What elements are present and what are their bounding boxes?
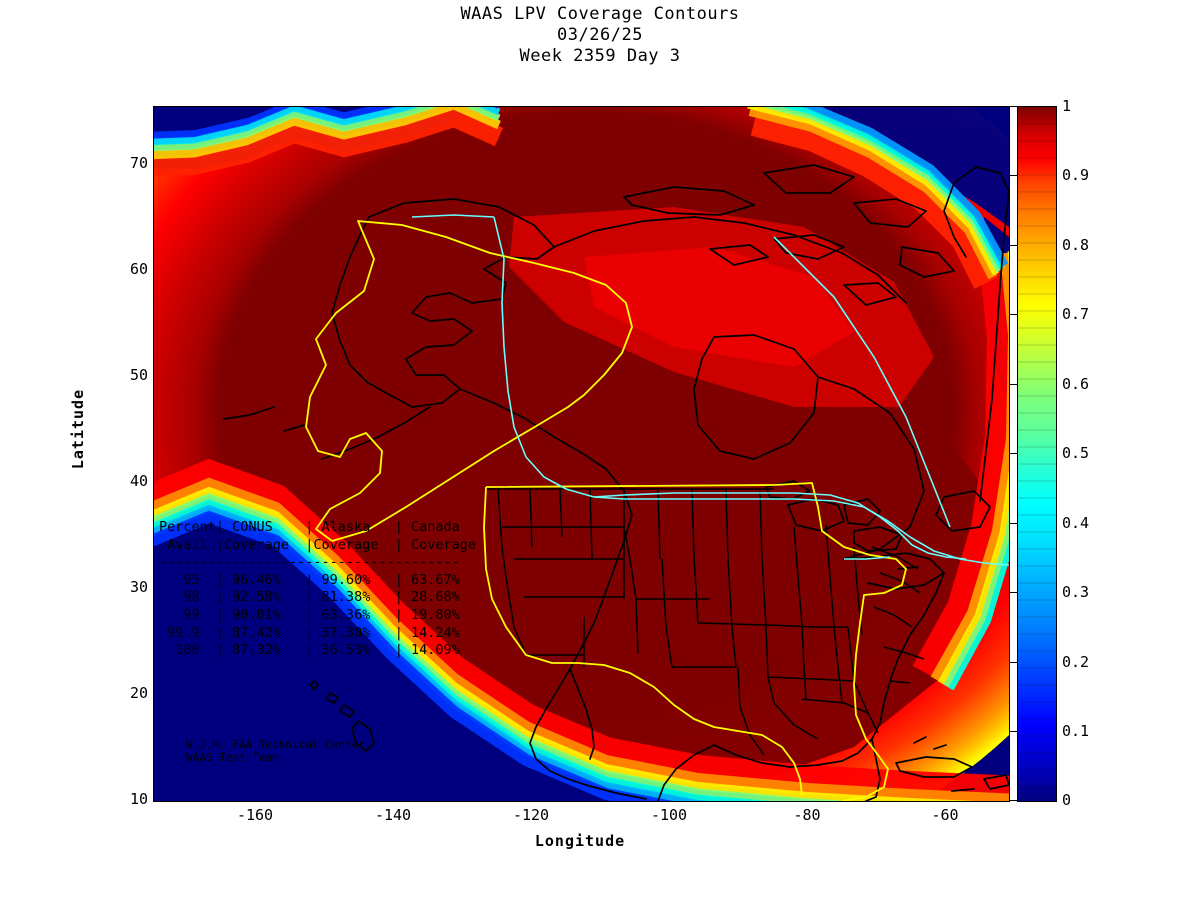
chart-date: 03/26/25 (557, 25, 643, 45)
y-tick-label-50: 50 (129, 366, 148, 384)
x-tick-label-m120: -120 (512, 806, 550, 824)
colorbar-gradient (1018, 107, 1056, 801)
stats-divider: ------------------------------------- (159, 554, 460, 571)
colorbar-tick-0.1: 0.1 (1062, 722, 1090, 740)
credit-line-2: WAAS Test Team (186, 751, 279, 764)
stats-header-row-1: Percent| CONUS | Alaska | Canada (159, 519, 460, 535)
x-axis-title: Longitude (534, 832, 626, 850)
map-plot-area: Percent| CONUS | Alaska | Canada Avail.|… (153, 106, 1010, 802)
colorbar-tick-0.5: 0.5 (1062, 444, 1090, 462)
y-tick-label-20: 20 (129, 684, 148, 702)
coastline-layer (223, 164, 1009, 801)
chart-week-day: Week 2359 Day 3 (519, 46, 681, 66)
x-tick-label-m160: -160 (236, 806, 274, 824)
stats-header-row-2: Avail.|Coverage |Coverage | Coverage (159, 536, 476, 553)
y-tick-label-60: 60 (129, 260, 148, 278)
credit-block: W.J.H. FAA Technical Center WAAS Test Te… (186, 738, 365, 764)
colorbar-tick-0.4: 0.4 (1062, 514, 1090, 532)
us-state-borders-layer (486, 488, 925, 756)
x-tick-label-m100: -100 (650, 806, 688, 824)
coverage-stats-table: Percent| CONUS | Alaska | Canada Avail.|… (159, 519, 476, 660)
credit-line-1: W.J.H. FAA Technical Center (186, 738, 365, 751)
colorbar-tick-0.3: 0.3 (1062, 583, 1090, 601)
colorbar-tick-0.9: 0.9 (1062, 166, 1090, 184)
y-tick-label-40: 40 (129, 472, 148, 490)
table-row: 99 | 90.01% | 63.36% | 19.80% (159, 606, 460, 623)
x-tick-label-m140: -140 (374, 806, 412, 824)
table-row: 95 | 96.46% | 99.60% | 63.67% (159, 571, 460, 588)
colorbar (1017, 106, 1057, 802)
y-tick-label-10: 10 (129, 790, 148, 808)
colorbar-tick-0.7: 0.7 (1062, 305, 1090, 323)
table-row: 99.9 | 87.42% | 37.30% | 14.24% (159, 624, 460, 641)
colorbar-tick-0.8: 0.8 (1062, 236, 1090, 254)
table-row: 98 | 92.58% | 81.38% | 28.68% (159, 589, 460, 606)
colorbar-tick-0.6: 0.6 (1062, 375, 1090, 393)
chart-title-block: WAAS LPV Coverage Contours 03/26/25 Week… (0, 4, 1200, 67)
y-axis-title: Latitude (69, 388, 87, 470)
x-tick-label-m80: -80 (793, 806, 821, 824)
y-tick-label-70: 70 (129, 154, 148, 172)
y-tick-label-30: 30 (129, 578, 148, 596)
table-row: 100 | 87.32% | 36.53% | 14.09% (159, 642, 460, 659)
colorbar-tick-1: 1 (1062, 97, 1072, 115)
colorbar-tick-0.2: 0.2 (1062, 653, 1090, 671)
colorbar-tick-0: 0 (1062, 791, 1072, 809)
coverage-contour-field (154, 107, 1009, 801)
x-tick-label-m60: -60 (931, 806, 959, 824)
canada-border-layer (411, 214, 1009, 566)
service-volume-boundary-layer (305, 220, 907, 801)
chart-title: WAAS LPV Coverage Contours (460, 4, 740, 24)
